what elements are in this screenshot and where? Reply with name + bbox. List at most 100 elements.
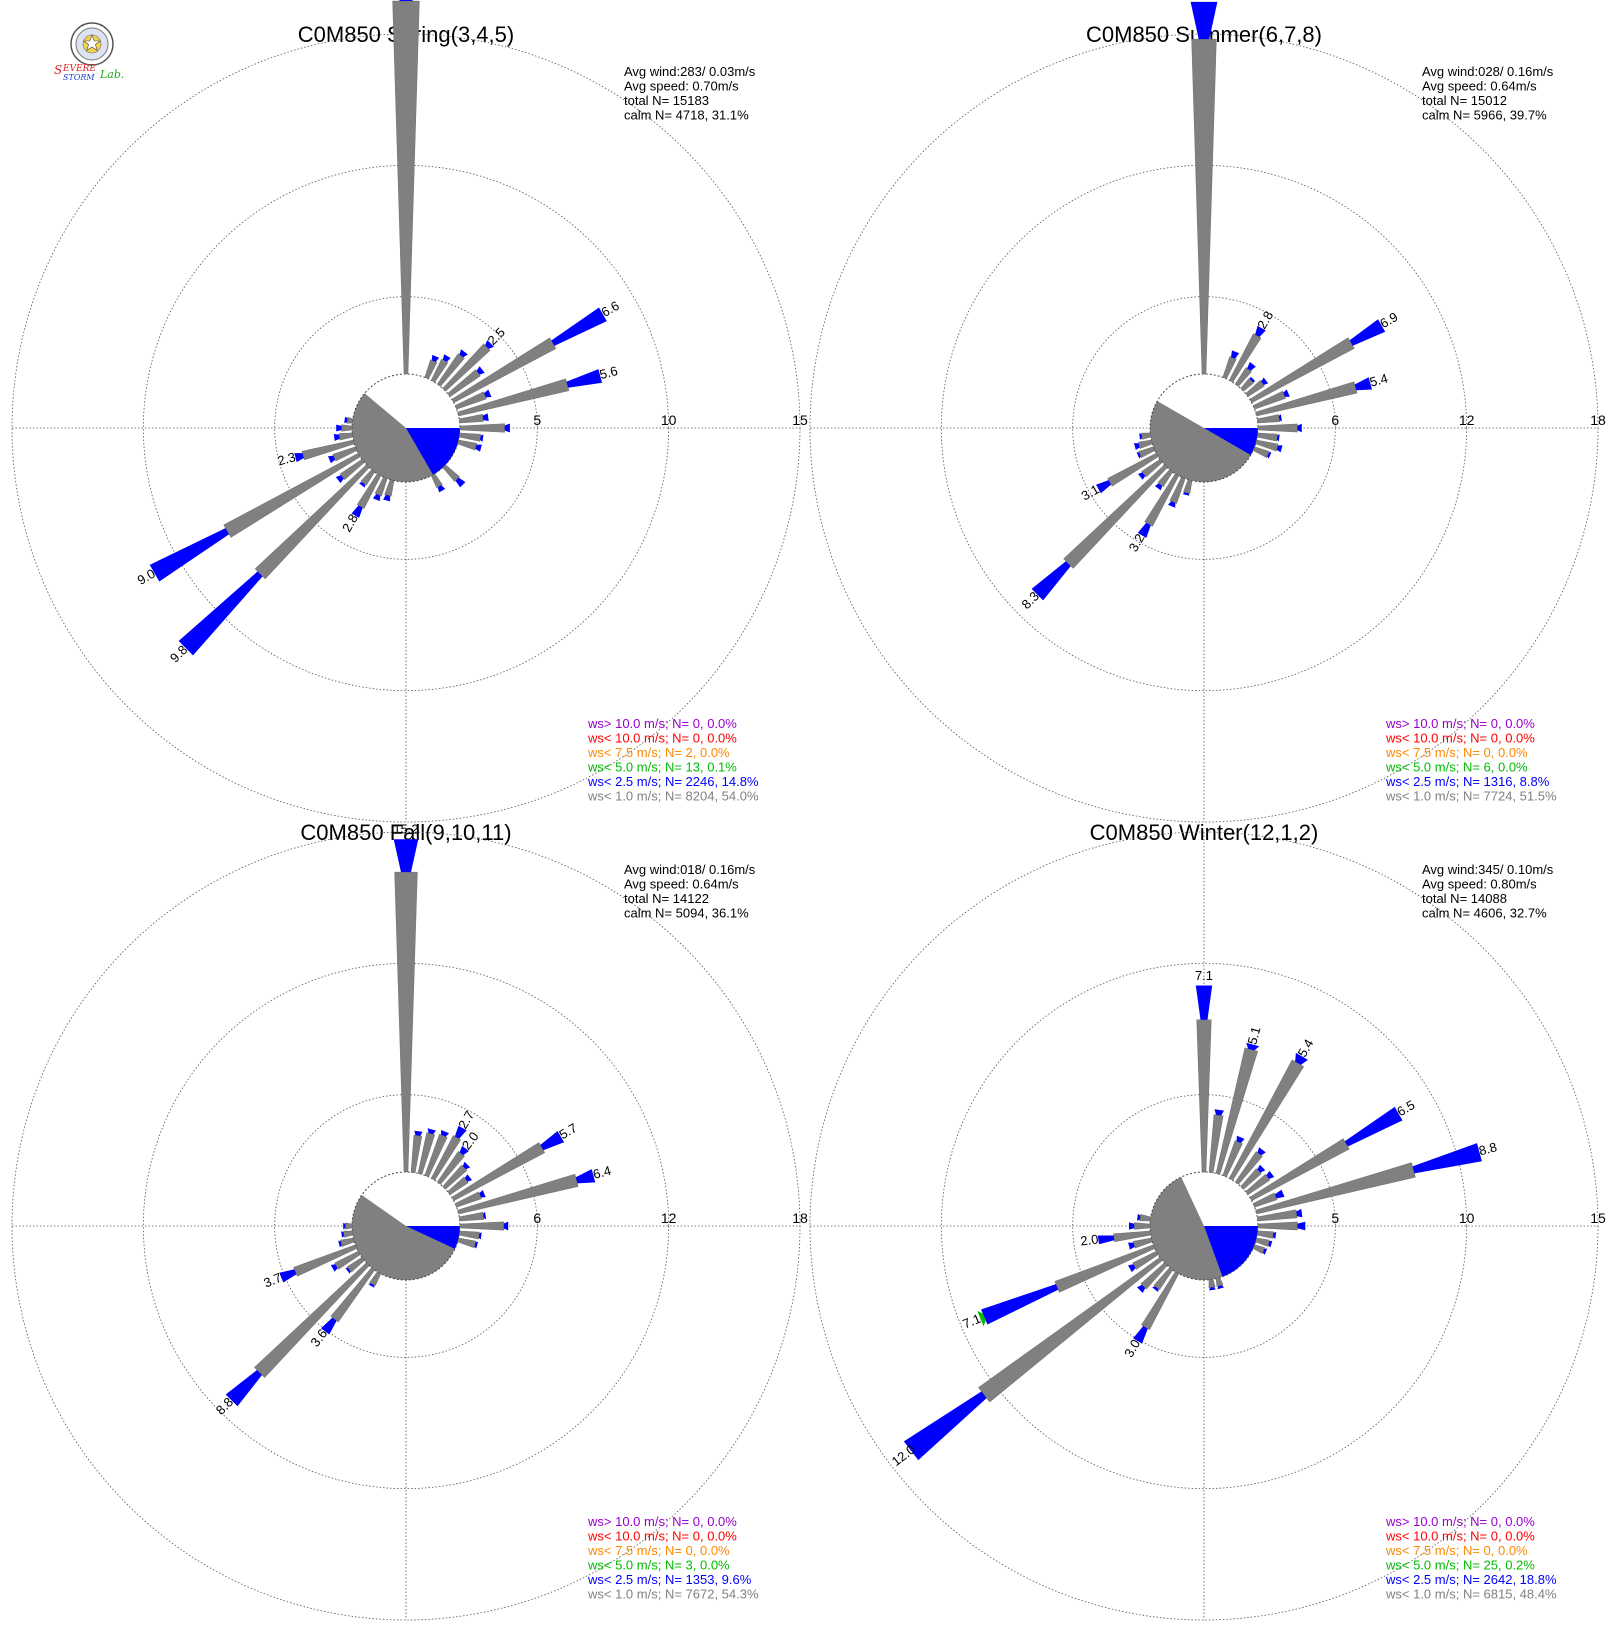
bar-segment-lt2-5 xyxy=(1297,423,1302,433)
bar-segment-lt1 xyxy=(1208,1114,1224,1173)
bar-segment-lt1 xyxy=(374,476,388,497)
bar-segment-lt1 xyxy=(346,416,353,424)
bar-segment-lt1 xyxy=(1257,423,1298,433)
bar-segment-lt1 xyxy=(454,1191,482,1208)
ring-label: 15 xyxy=(792,412,808,428)
info-line: Avg speed: 0.70m/s xyxy=(624,79,739,94)
range-ring xyxy=(940,962,1468,1490)
bar-segment-lt1 xyxy=(301,439,355,461)
bar-label: 7.1 xyxy=(960,1311,982,1332)
info-line: calm N= 5094, 36.1% xyxy=(624,906,749,921)
bar-segment-lt2-5 xyxy=(1261,377,1269,385)
bar-segment-lt1 xyxy=(459,1221,504,1231)
bar-segment-lt1 xyxy=(442,343,491,392)
bar-segment-lt2-5 xyxy=(1247,362,1256,371)
legend-entry: ws> 10.0 m/s; N= 0, 0.0% xyxy=(1385,716,1535,731)
bar-segment-lt2-5 xyxy=(328,455,336,464)
bar-segment-lt2-5 xyxy=(480,434,484,442)
bar-segment-lt1 xyxy=(1063,464,1168,569)
bar-segment-lt1 xyxy=(1255,439,1279,452)
legend-entry: ws< 5.0 m/s; N= 25, 0.2% xyxy=(1385,1558,1535,1573)
bar-segment-lt2-5 xyxy=(1296,1208,1303,1218)
bar-segment-lt2-5 xyxy=(414,1130,423,1136)
bar-segment-lt1 xyxy=(1153,1267,1173,1291)
calm-sector-blue xyxy=(406,428,460,475)
bar-segment-lt1 xyxy=(1252,446,1270,458)
ring-label: 18 xyxy=(1590,412,1606,428)
bar-segment-lt1 xyxy=(447,1176,469,1195)
bar-segment-lt1 xyxy=(1113,1230,1151,1243)
wind-rose-panel: C0M850 Summer(6,7,8)6121817.02.86.95.43.… xyxy=(809,1,1606,823)
legend-entry: ws< 2.5 m/s; N= 1316, 8.8% xyxy=(1385,774,1550,789)
bar-segment-lt2-5 xyxy=(321,1317,337,1335)
bar-segment-lt2-5 xyxy=(1267,452,1272,459)
bar-segment-lt1 xyxy=(459,1211,485,1222)
calm-sector-gray xyxy=(1149,1177,1223,1281)
bar-segment-lt1 xyxy=(340,1237,355,1247)
bar-label: 15.2 xyxy=(393,822,418,837)
bar-segment-lt1 xyxy=(454,391,487,410)
bar-segment-lt2-5 xyxy=(1262,1248,1268,1255)
bar-segment-lt1 xyxy=(457,378,570,417)
info-line: total N= 15183 xyxy=(624,93,709,108)
bar-segment-lt2-5 xyxy=(1134,443,1140,450)
bar-segment-lt1 xyxy=(1252,1244,1266,1254)
info-line: Avg speed: 0.80m/s xyxy=(1422,877,1537,892)
legend-entry: ws< 2.5 m/s; N= 1353, 9.6% xyxy=(587,1572,752,1587)
bar-segment-lt1 xyxy=(1228,333,1262,383)
bar-segment-lt2-5 xyxy=(178,571,263,656)
bar-label: 7.1 xyxy=(1195,968,1213,983)
bar-segment-lt2-5 xyxy=(1096,480,1112,494)
bar-segment-lt1 xyxy=(978,1257,1163,1403)
bar-segment-lt2-5 xyxy=(903,1391,987,1461)
bar-segment-lt1 xyxy=(424,359,438,380)
bar-segment-lt2-5 xyxy=(1249,376,1256,383)
bar-segment-lt2-5 xyxy=(1129,1222,1135,1230)
range-ring xyxy=(142,164,670,692)
bar-segment-lt2-5 xyxy=(981,1284,1059,1325)
legend-entry: ws< 1.0 m/s; N= 7724, 51.5% xyxy=(1385,789,1557,804)
bar-label: 6.4 xyxy=(591,1163,612,1182)
bar-segment-lt2-5 xyxy=(1137,1284,1146,1293)
bar-segment-lt2-5 xyxy=(344,416,348,424)
bar-segment-lt2-5 xyxy=(464,1174,472,1182)
bar-segment-lt1 xyxy=(1191,38,1217,375)
severe-storm-lab-logo: S EVERE STORM Lab. xyxy=(50,20,150,84)
bar-segment-lt2-5 xyxy=(330,1264,338,1272)
bar-segment-lt1 xyxy=(1257,414,1280,424)
svg-text:STORM: STORM xyxy=(63,73,95,82)
bar-segment-lt1 xyxy=(1144,473,1180,527)
bar-segment-lt2-5 xyxy=(1182,492,1190,496)
bar-segment-lt1 xyxy=(430,358,449,383)
bar-segment-lt2-5 xyxy=(1246,1042,1260,1051)
info-line: calm N= 4718, 31.1% xyxy=(624,108,749,123)
bar-segment-lt1 xyxy=(1215,1277,1224,1287)
bar-segment-lt2-5 xyxy=(1268,1240,1273,1248)
bar-segment-lt2-5 xyxy=(462,1161,471,1170)
bar-segment-lt1 xyxy=(1141,1271,1180,1330)
bar-segment-lt1 xyxy=(1138,439,1153,449)
calm-sector-blue xyxy=(1204,1226,1258,1277)
bar-segment-lt1 xyxy=(451,337,557,404)
bar-segment-lt1 xyxy=(1245,1173,1271,1195)
bar-segment-lt1 xyxy=(293,1244,358,1277)
bar-segment-lt2-5 xyxy=(279,1269,297,1283)
bar-segment-lt1 xyxy=(424,1133,448,1178)
bar-segment-lt1 xyxy=(1255,381,1358,417)
bar-segment-lt2-5 xyxy=(1274,1189,1285,1199)
bar-segment-lt2-5 xyxy=(455,477,466,488)
bar-segment-lt1 xyxy=(343,1230,353,1238)
bar-segment-lt5 xyxy=(977,1311,986,1327)
ring-label: 5 xyxy=(1331,1210,1339,1226)
bar-segment-lt2-5 xyxy=(368,1283,375,1288)
bar-segment-lt2-5 xyxy=(483,1211,487,1220)
bar-segment-lt2-5 xyxy=(335,475,344,484)
bar-segment-lt1 xyxy=(1240,1168,1262,1190)
legend-entry: ws< 1.0 m/s; N= 8204, 54.0% xyxy=(587,789,759,804)
bar-segment-lt1 xyxy=(346,1257,365,1273)
bar-segment-lt1 xyxy=(1252,390,1286,410)
bar-segment-lt1 xyxy=(442,464,460,482)
bar-segment-lt1 xyxy=(1252,1192,1278,1208)
info-line: calm N= 4606, 32.7% xyxy=(1422,906,1547,921)
